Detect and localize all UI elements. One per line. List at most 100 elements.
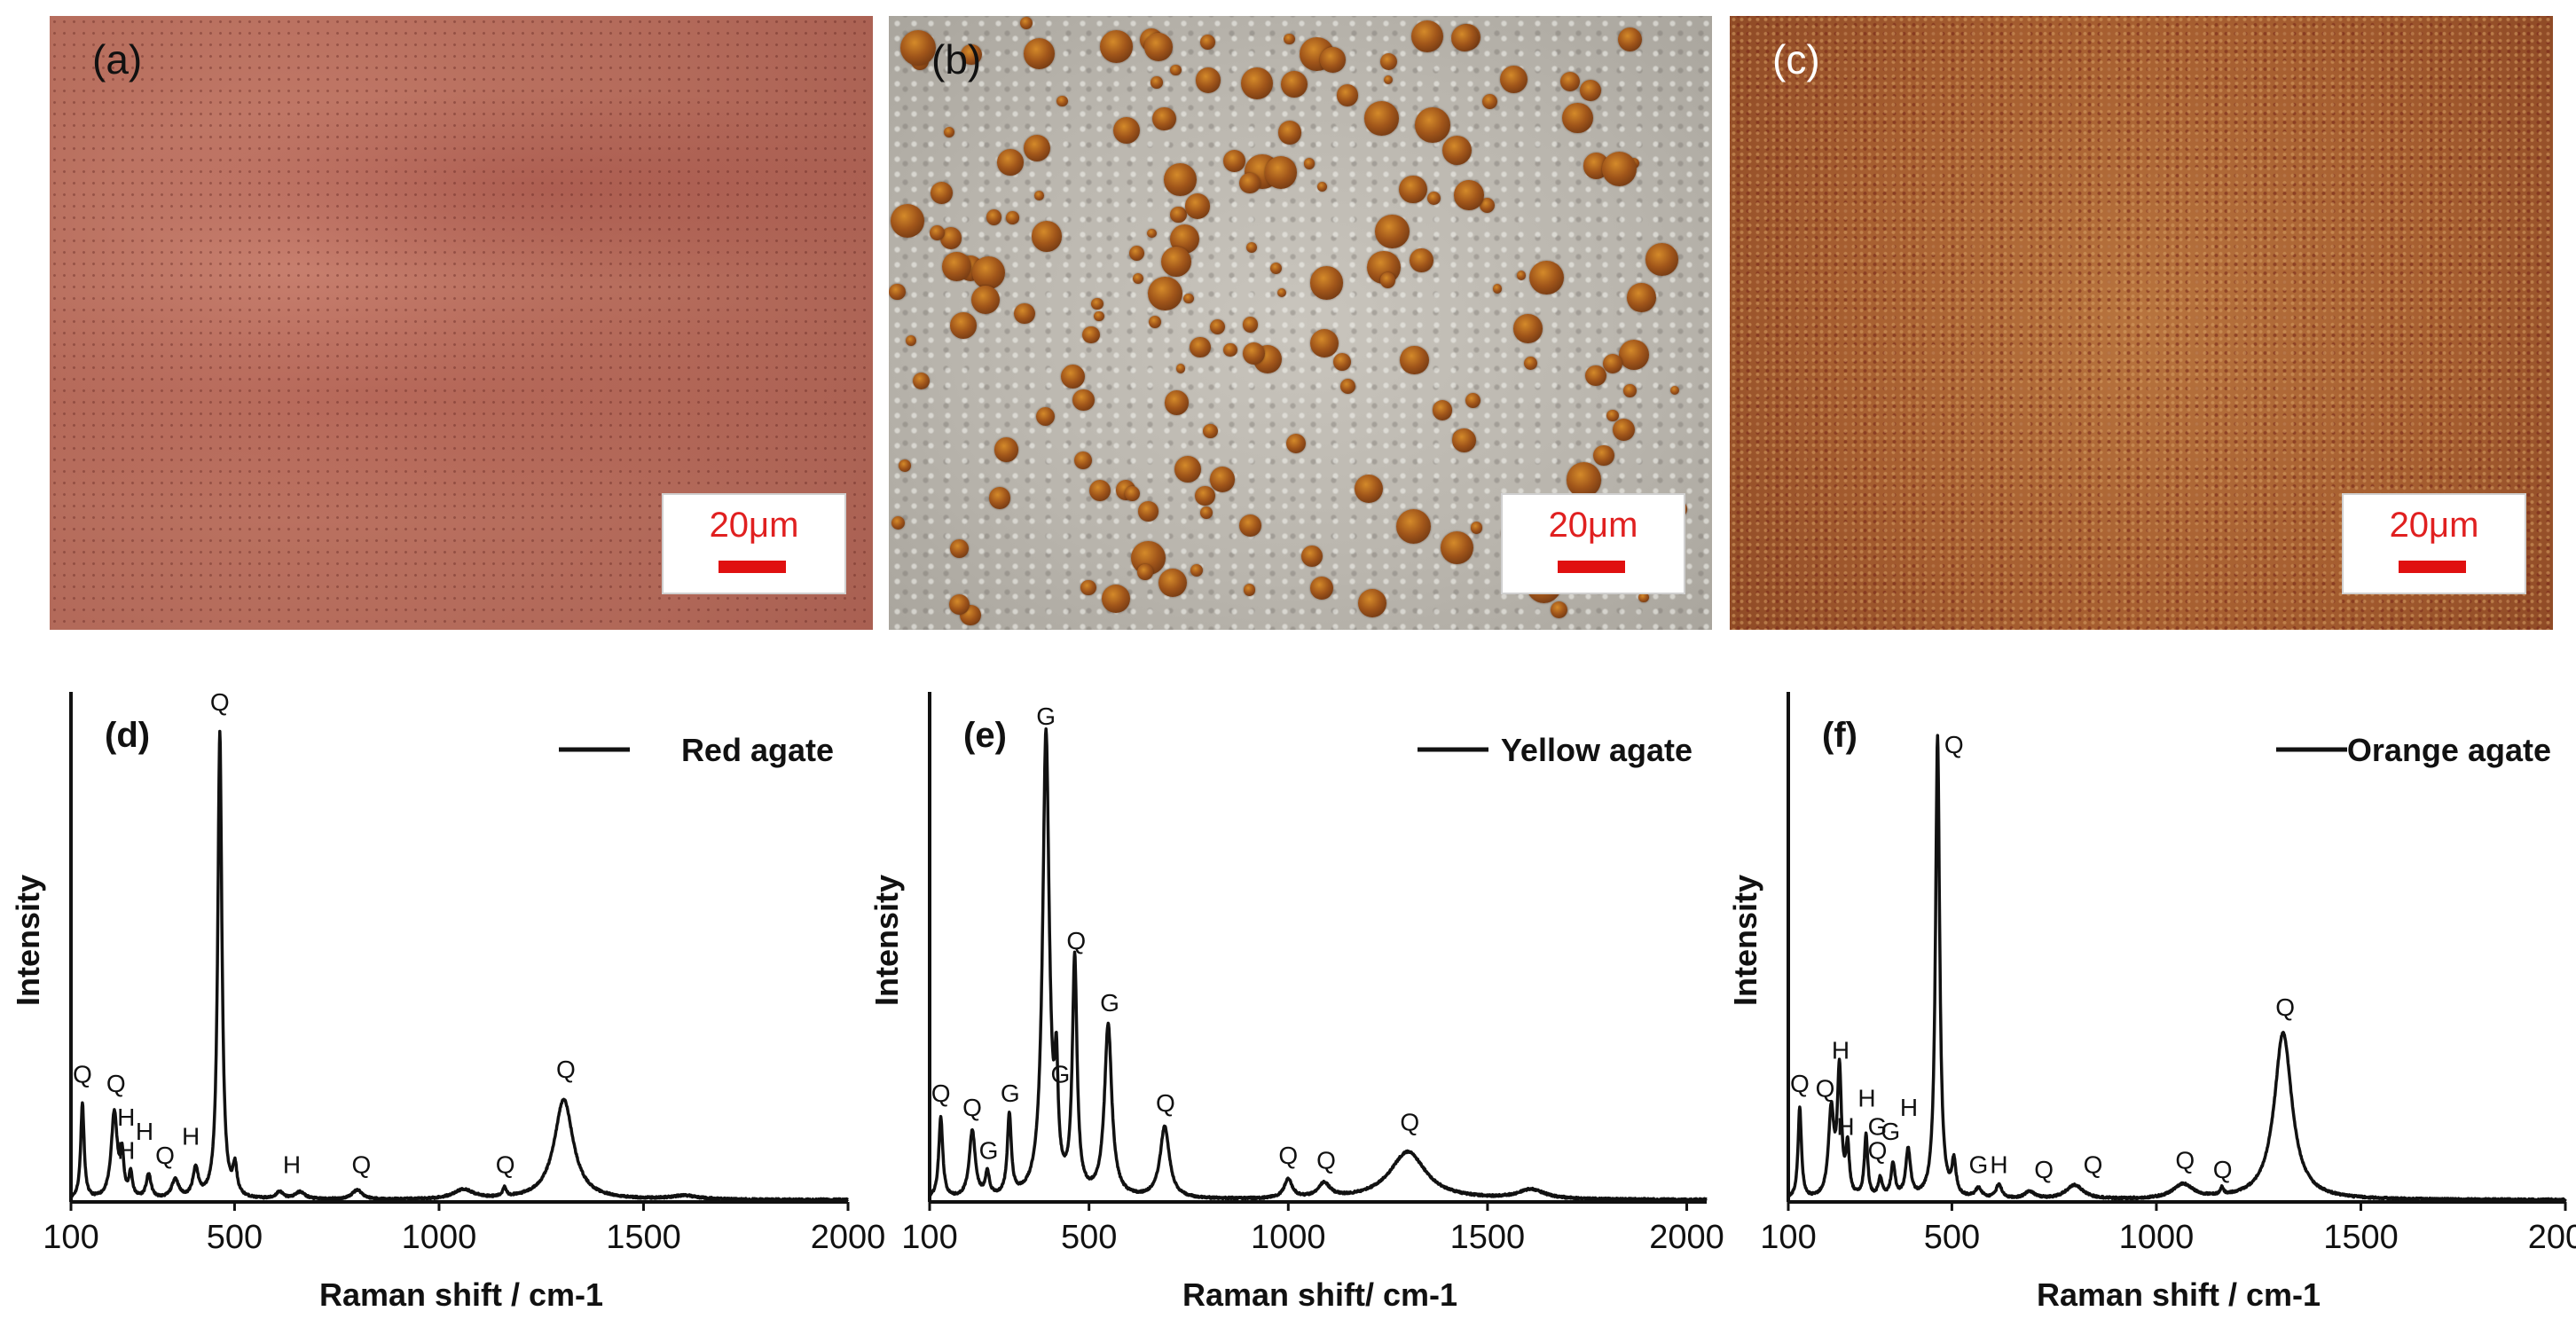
y-axis-title: Intensity xyxy=(1727,875,1763,1006)
particle xyxy=(1593,444,1614,466)
particle xyxy=(1513,314,1543,343)
particle xyxy=(997,148,1024,176)
particle xyxy=(1209,467,1235,492)
panel-label: (b) xyxy=(931,36,982,82)
particle xyxy=(1612,419,1635,442)
spectrum-line xyxy=(69,729,850,1203)
particle xyxy=(1158,569,1188,598)
peak-label: Q xyxy=(2034,1156,2054,1183)
peak-label: Q xyxy=(106,1070,126,1097)
particle xyxy=(950,539,970,559)
particle xyxy=(1364,101,1399,136)
peak-label: Q xyxy=(1400,1108,1419,1135)
particle xyxy=(1310,576,1334,600)
scale-bar: 20μm xyxy=(2342,493,2526,594)
particle xyxy=(1112,117,1140,145)
particle xyxy=(1500,66,1528,94)
particle xyxy=(1516,271,1527,280)
particle xyxy=(889,283,906,301)
particle xyxy=(949,312,977,339)
scale-bar-text: 20μm xyxy=(709,506,799,545)
peak-label: H xyxy=(117,1103,135,1131)
particle xyxy=(1151,76,1163,89)
panel-label: (e) xyxy=(963,716,1007,755)
particle xyxy=(1183,293,1194,304)
peak-label: G xyxy=(1050,1060,1070,1088)
particle xyxy=(1410,20,1444,53)
particle xyxy=(1242,342,1265,365)
x-tick-label: 2000 xyxy=(811,1219,886,1256)
x-tick-label: 1500 xyxy=(2323,1219,2399,1256)
legend-label: Yellow agate xyxy=(1501,732,1692,768)
scale-bar-text: 20μm xyxy=(2389,506,2479,545)
peak-label: H xyxy=(1900,1094,1918,1121)
spectrum-line xyxy=(928,726,1708,1203)
legend-label: Red agate xyxy=(681,732,834,768)
peak-label: H xyxy=(1857,1084,1875,1111)
particle xyxy=(1400,345,1429,374)
scale-bar-line xyxy=(1558,561,1625,573)
x-tick-label: 500 xyxy=(207,1219,263,1256)
particle xyxy=(1379,272,1396,288)
particle xyxy=(1200,35,1215,51)
particle xyxy=(1550,601,1568,619)
x-axis-title: Raman shift/ cm-1 xyxy=(1182,1276,1457,1313)
particle xyxy=(1152,106,1176,131)
particle xyxy=(1452,428,1477,452)
x-tick-label: 2000 xyxy=(1649,1219,1724,1256)
particle xyxy=(986,209,1002,225)
particle xyxy=(1332,352,1351,372)
particle xyxy=(1277,288,1287,298)
particle xyxy=(1102,584,1131,613)
scale-bar-text: 20μm xyxy=(1548,506,1638,545)
micrograph-red-agate: (a) 20μm xyxy=(50,16,873,630)
x-axis-title: Raman shift / cm-1 xyxy=(2037,1276,2321,1313)
x-tick-label: 100 xyxy=(1760,1219,1816,1256)
particle xyxy=(1358,589,1387,618)
particle xyxy=(1184,193,1211,220)
peak-label: G xyxy=(1036,703,1056,730)
particle xyxy=(1379,53,1398,71)
particle xyxy=(1238,514,1261,537)
particle xyxy=(1195,485,1215,506)
particle xyxy=(1395,508,1432,545)
particle xyxy=(1277,121,1302,145)
peak-label: Q xyxy=(73,1060,92,1088)
particle xyxy=(1223,149,1246,172)
particle xyxy=(1627,283,1656,313)
particle xyxy=(1317,181,1327,192)
peak-label: Q xyxy=(962,1094,982,1121)
particle xyxy=(1399,175,1427,204)
particle xyxy=(1285,433,1307,454)
particle xyxy=(890,203,925,239)
particle xyxy=(1203,423,1218,438)
particle xyxy=(1200,506,1213,520)
particle xyxy=(1080,579,1096,596)
x-tick-label: 100 xyxy=(901,1219,957,1256)
peak-label: G xyxy=(1868,1113,1888,1141)
particle xyxy=(1320,47,1346,73)
particle xyxy=(1309,329,1339,358)
scale-bar-line xyxy=(2399,561,2466,573)
particle xyxy=(1170,207,1187,224)
peak-label: G xyxy=(1968,1151,1988,1179)
micrograph-orange-agate: (c) 20μm xyxy=(1730,16,2553,630)
particle xyxy=(1492,284,1502,294)
peak-label: Q xyxy=(1816,1075,1835,1103)
particle xyxy=(1340,379,1355,395)
particle xyxy=(1023,135,1051,162)
particle xyxy=(1451,24,1479,51)
particle xyxy=(1138,501,1158,522)
particle xyxy=(1645,243,1678,276)
particle xyxy=(1410,248,1433,272)
particle xyxy=(1143,33,1173,62)
scale-bar-line xyxy=(719,561,786,573)
particle xyxy=(1585,365,1606,387)
x-tick-label: 1500 xyxy=(606,1219,681,1256)
x-tick-label: 1000 xyxy=(1251,1219,1326,1256)
particle xyxy=(1561,102,1593,134)
particle xyxy=(943,126,955,138)
peak-label: G xyxy=(979,1137,999,1165)
particle xyxy=(1175,364,1185,373)
particle xyxy=(942,252,971,282)
